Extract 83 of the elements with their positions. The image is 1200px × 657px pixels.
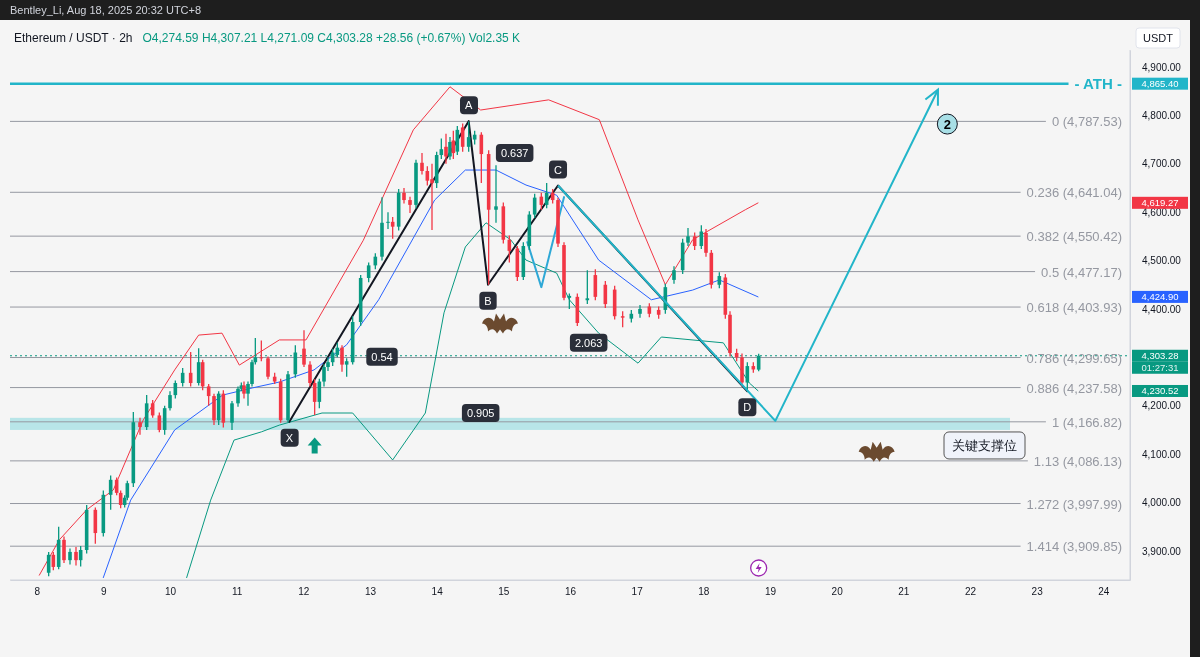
x-tick-label: 8: [34, 586, 41, 598]
y-tick-label: 3,900.00: [1142, 545, 1182, 557]
candlestick: [704, 228, 708, 258]
candlestick: [448, 136, 452, 161]
ref-line-label: 0.236 (4,641.04): [1026, 185, 1122, 201]
x-tick-label: 10: [164, 586, 177, 598]
candlestick: [340, 344, 344, 373]
annotation: 2.063: [574, 336, 603, 349]
ref-line-label: 0 (4,787.53): [1051, 114, 1122, 130]
ref-line-label: 1 (4,166.82): [1051, 414, 1122, 430]
candlestick: [266, 355, 270, 380]
y-tick-label: 4,900.00: [1142, 61, 1182, 73]
text: 4,303.28: [1141, 350, 1179, 362]
candlestick: [302, 329, 306, 368]
ref-line-label: 1.414 (3,909.85): [1026, 539, 1122, 555]
candlestick: [430, 163, 434, 231]
x-tick-label: 23: [1031, 586, 1044, 598]
y-axis-title: USDT: [1143, 32, 1174, 44]
line-series: [38, 86, 759, 576]
ref-line-label: 0.786 (4,299.65): [1026, 350, 1122, 366]
chart-subtitle: O4,274.59 H4,307.21 L4,271.09 C4,303.28 +28.56 (+0.67%) Vol2.35 K: [142, 31, 521, 45]
ref-line-label: 0.5 (4,477.17): [1041, 264, 1122, 280]
annotation: 0.905: [466, 407, 495, 420]
ref-line-label: 1.272 (3,997.99): [1026, 496, 1122, 512]
band-label: 关键支撑位: [952, 437, 1017, 453]
annotation: A: [464, 99, 473, 112]
annotation: D: [743, 401, 752, 414]
annotation: B: [484, 294, 492, 307]
y-tick-label: 4,700.00: [1142, 158, 1182, 170]
candlestick: [386, 211, 390, 230]
x-tick-label: 11: [231, 586, 243, 598]
candlestick: [236, 385, 240, 408]
x-tick-label: 19: [764, 586, 777, 598]
candlestick: [420, 152, 424, 176]
x-tick-label: 22: [964, 586, 977, 598]
candlestick: [308, 360, 312, 388]
y-tick-label: 4,100.00: [1142, 448, 1182, 460]
ref-line-label: 0.382 (4,550.42): [1026, 229, 1122, 245]
x-tick-label: 18: [698, 586, 710, 598]
candlestick: [686, 227, 690, 247]
text: 4,230.52: [1141, 385, 1179, 397]
x-tick-label: 15: [498, 586, 510, 598]
y-tick-label: 4,600.00: [1142, 206, 1182, 218]
x-tick-label: 24: [1098, 586, 1110, 598]
ref-line-label: 0.886 (4,237.58): [1026, 380, 1122, 396]
x-tick-label: 21: [898, 586, 910, 598]
x-tick-label: 16: [564, 586, 577, 598]
text: 4,865.40: [1141, 78, 1179, 90]
text: 4,424.90: [1141, 291, 1179, 303]
y-tick-label: 4,500.00: [1142, 255, 1182, 267]
x-tick-label: 17: [631, 586, 644, 598]
y-tick-label: 4,800.00: [1142, 110, 1182, 122]
candlestick: [408, 196, 412, 214]
candlestick: [444, 133, 448, 165]
x-tick-label: 13: [364, 586, 377, 598]
candlestick: [344, 357, 349, 378]
annotation: 0.637: [500, 147, 529, 160]
candlestick: [168, 390, 172, 412]
x-tick-label: 14: [431, 586, 444, 598]
x-tick-label: 9: [101, 586, 108, 598]
text: Bentley_Li, Aug 18, 2025 20:32 UTC+8: [10, 4, 202, 16]
ref-line-label: 1.13 (4,086.13): [1033, 453, 1122, 469]
candlestick: [62, 535, 66, 564]
annotation: C: [554, 163, 563, 176]
annotation: 0.54: [371, 350, 393, 363]
y-tick-label: 4,400.00: [1142, 303, 1182, 315]
ref-line-label: 0.618 (4,403.93): [1026, 300, 1122, 316]
candlestick: [638, 304, 642, 319]
candlestick: [494, 164, 498, 224]
chart-title: Ethereum / USDT · 2h: [14, 31, 133, 45]
candlestick: [74, 546, 78, 567]
x-tick-label: 12: [298, 586, 310, 598]
text: 01:27:31: [1141, 362, 1179, 374]
y-tick-label: 4,200.00: [1142, 400, 1182, 412]
annotation: X: [285, 431, 294, 444]
candlestick: [138, 417, 142, 436]
candlestick: [230, 400, 234, 431]
x-tick-label: 20: [831, 586, 844, 598]
line-series: [288, 120, 749, 423]
text: 4,619.27: [1141, 197, 1179, 209]
annotation: 2: [943, 117, 951, 133]
y-tick-label: 4,000.00: [1142, 497, 1182, 509]
ref-line-label: - ATH -: [1074, 74, 1122, 92]
